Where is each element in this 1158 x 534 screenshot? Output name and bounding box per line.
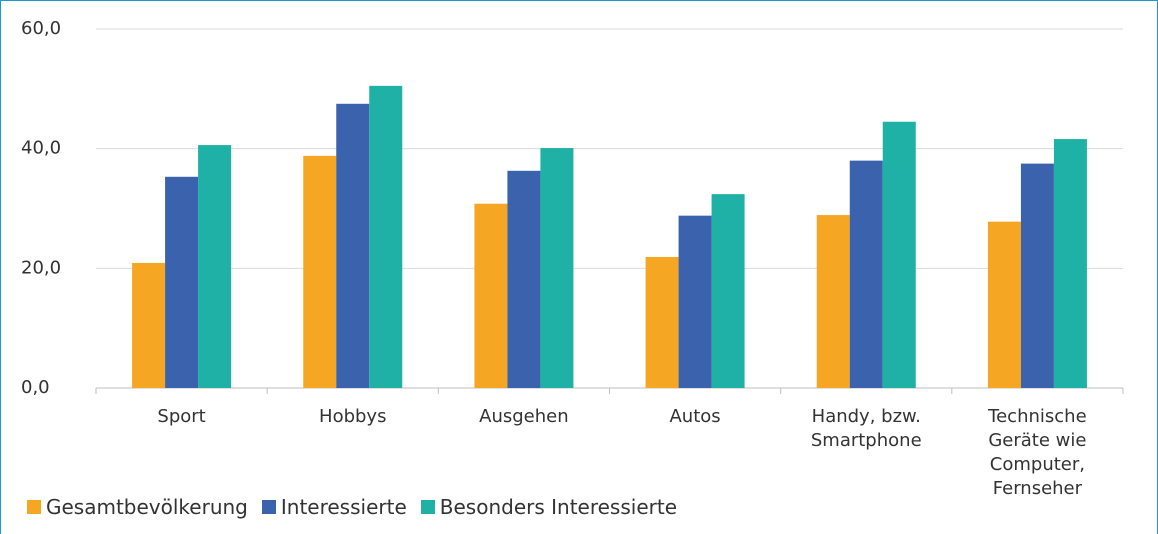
bar [369,85,403,388]
bar [1053,139,1087,388]
legend-item: Interessierte [261,495,407,519]
x-tick-label: Sport [157,406,206,427]
bar [540,148,574,388]
y-tick-label: 60,0 [21,18,61,39]
bar [336,103,370,389]
bar [987,221,1021,388]
legend-label: Gesamtbevölkerung [46,495,248,519]
legend-label: Besonders Interessierte [439,495,678,519]
legend: Gesamtbevölkerung Interessierte Besonders … [27,495,677,519]
bar [474,203,508,388]
bar [816,215,850,388]
y-tick-label: 0,0 [21,377,50,398]
bar [198,145,232,388]
x-tick-label: Handy, bzw. Smartphone [810,406,922,451]
y-tick-label: 20,0 [21,257,61,278]
bar [165,176,199,388]
bar [882,121,916,388]
x-tick-label: Hobbys [319,406,387,427]
bar [645,256,679,388]
bar [849,160,883,388]
legend-swatch [27,500,41,514]
bar [507,170,541,388]
bar [303,155,337,388]
bar [678,215,712,388]
bar [1020,163,1054,388]
x-tick-label: Ausgehen [479,406,569,427]
legend-item: Gesamtbevölkerung [27,495,248,519]
y-tick-label: 40,0 [21,138,61,159]
legend-item: Besonders Interessierte [420,495,678,519]
legend-label: Interessierte [280,495,407,519]
x-tick-label: Technische Geräte wie Computer, Fernsehe… [988,406,1087,499]
legend-swatch [420,500,435,514]
legend-swatch [261,500,276,514]
x-tick-label: Autos [669,406,721,427]
bar [132,262,166,388]
bar [711,194,745,388]
